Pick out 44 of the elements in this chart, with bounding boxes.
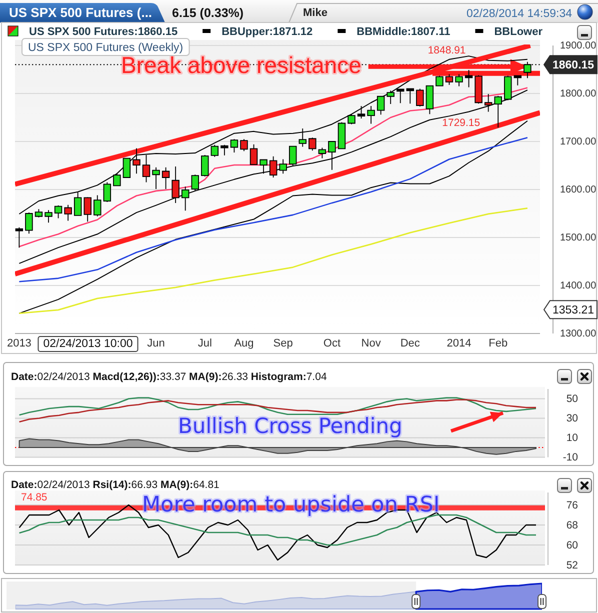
legend-label: BBLower [494,26,544,38]
x-tick-label: Jun [147,337,165,350]
y-tick-label: 1700.00 [560,136,597,148]
chart-title: US SPX 500 Futures (... [9,5,152,20]
chart-subtitle: US SPX 500 Futures (Weekly) [28,42,184,54]
x-tick-label: 2014 [446,337,472,350]
y-tick-label: 1900.00 [560,40,597,52]
x-tick-label: 2013 [6,337,32,350]
y-tick-label: 10 [566,432,578,444]
y-tick-label: 30 [566,412,578,425]
y-tick-label: 60 [566,539,578,552]
y-tick-label: 1500.00 [560,232,597,244]
legend-label: BBUpper:1871.12 [222,26,313,38]
y-tick-label: 50 [566,393,578,406]
text: 1353.21 [552,304,594,317]
x-tick-label: Aug [234,337,254,350]
annotation: 1729.15 [442,117,480,130]
chart-title: Date:02/24/2013 Rsi(14):66.93 MA(9):64.81 [11,479,220,491]
x-tick-label: Dec [400,337,420,350]
annotation: Break above resistance [121,52,362,78]
text: 6.15 (0.33%) [172,6,244,20]
legend-label: US SPX 500 Futures:1860.15 [29,26,178,38]
legend-label: BBMiddle:1807.11 [356,26,450,38]
x-tick-label: Sep [273,337,293,350]
x-tick-label: Nov [361,337,382,350]
annotation: Bullish Cross Pending [178,414,402,438]
y-tick-label: 1600.00 [560,184,597,196]
x-tick-label: Feb [488,337,508,350]
y-tick-label: 1800.00 [560,88,597,100]
text: 02/28/2014 14:59:34 [466,8,573,20]
y-tick-label: 52 [566,559,578,572]
y-tick-label: 1300.00 [560,328,597,340]
text: Mike [303,7,328,19]
y-tick-label: 76 [566,499,578,512]
text: 02/24/2013 10:00 [43,338,133,350]
ref-line-label: 74.85 [21,491,48,504]
ref-line-label: 1860.15 [552,60,595,72]
y-tick-label: 1400.00 [560,280,597,292]
y-tick-label: 68 [566,519,578,532]
x-tick-label: Oct [323,337,341,350]
x-tick-label: Jul [198,337,212,350]
chart-title: Date:02/24/2013 Macd(12,26)):33.37 MA(9):26.33 Histogram:7.04 [11,371,327,383]
annotation: 1848.91 [428,44,466,57]
y-tick-label: -10 [562,452,578,464]
